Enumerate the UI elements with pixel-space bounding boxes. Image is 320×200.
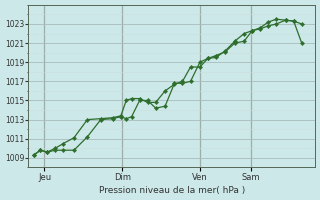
X-axis label: Pression niveau de la mer( hPa ): Pression niveau de la mer( hPa ) (99, 186, 245, 195)
